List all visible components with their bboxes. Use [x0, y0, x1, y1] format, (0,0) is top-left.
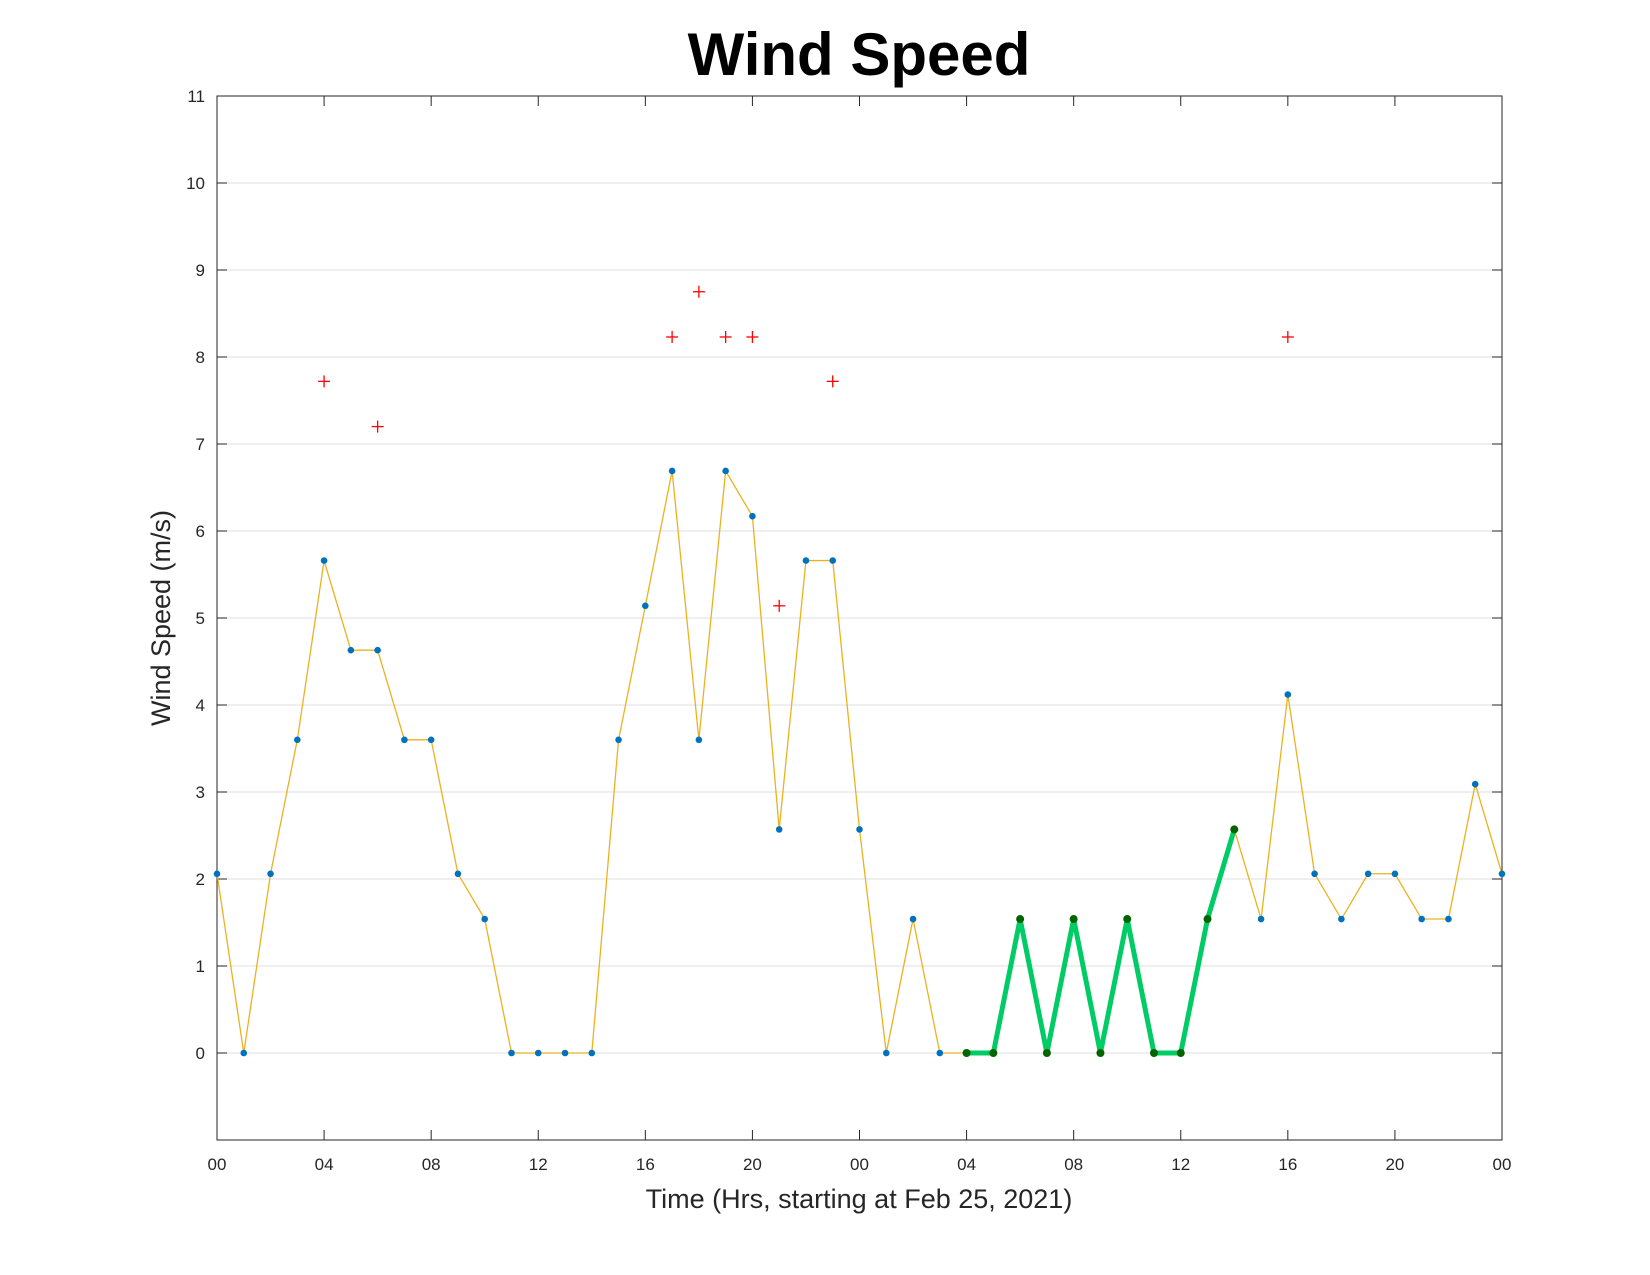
highlight-point [1176, 1049, 1185, 1057]
data-point [1257, 915, 1265, 923]
data-point [668, 467, 676, 475]
y-tick-label: 9 [196, 261, 205, 280]
data-point [1338, 915, 1345, 923]
x-axis-label: Time (Hrs, starting at Feb 25, 2021) [646, 1184, 1073, 1214]
data-point [534, 1049, 542, 1057]
x-tick-label: 04 [957, 1155, 976, 1174]
x-tick-label: 08 [422, 1155, 441, 1174]
y-tick-label: 1 [196, 957, 205, 976]
data-point [1284, 691, 1292, 698]
highlight-point [1069, 915, 1078, 924]
data-point [454, 870, 462, 878]
highlight-point [1096, 1049, 1105, 1057]
highlight-point [989, 1049, 998, 1057]
highlight-point [1016, 915, 1025, 924]
x-tick-label: 12 [1171, 1155, 1190, 1174]
data-point [374, 646, 381, 654]
highlight-point [1203, 915, 1212, 924]
x-tick-label: 20 [743, 1155, 762, 1174]
series-wind-speed [213, 467, 1506, 1057]
x-tick-label: 12 [529, 1155, 548, 1174]
outlier-marker [666, 330, 679, 343]
data-point [320, 557, 328, 564]
outlier-marker [826, 375, 839, 388]
data-point [1471, 780, 1479, 788]
data-point [829, 557, 837, 564]
outlier-marker [318, 375, 331, 388]
outlier-marker [719, 330, 732, 343]
y-tick-label: 8 [196, 348, 205, 367]
x-tick-label: 04 [315, 1155, 334, 1174]
outlier-marker [692, 285, 705, 298]
data-point [1364, 870, 1372, 878]
y-tick-label: 10 [186, 174, 205, 193]
y-tick-label: 6 [196, 522, 205, 541]
x-tick-label: 00 [1493, 1155, 1512, 1174]
data-point [936, 1049, 944, 1057]
y-tick-label: 7 [196, 435, 205, 454]
x-tick-label: 20 [1385, 1155, 1404, 1174]
y-tick-label: 11 [187, 87, 205, 106]
data-point [1498, 870, 1506, 878]
series-outlier-markers [318, 285, 1294, 612]
chart-title: Wind Speed [688, 21, 1031, 88]
outlier-marker [371, 420, 384, 433]
data-point [775, 826, 783, 833]
data-point [722, 467, 729, 475]
y-axis-label: Wind Speed (m/s) [146, 510, 176, 726]
x-tick-label: 16 [636, 1155, 655, 1174]
highlight-point [1230, 825, 1239, 834]
data-point [615, 736, 622, 744]
data-point [802, 557, 810, 564]
highlight-point [1042, 1049, 1051, 1057]
data-point [1311, 870, 1318, 878]
y-tick-label: 2 [196, 870, 205, 889]
data-point [882, 1049, 890, 1057]
x-tick-label: 00 [208, 1155, 227, 1174]
data-point [749, 512, 756, 520]
data-point [909, 915, 917, 923]
data-point [1418, 915, 1425, 923]
y-tick-labels: 0 1 2 3 4 5 6 7 8 9 10 11 [186, 87, 205, 1063]
highlight-point [1123, 915, 1132, 924]
x-tick-label: 00 [850, 1155, 869, 1174]
y-tick-label: 3 [196, 783, 205, 802]
y-tick-label: 4 [196, 696, 205, 715]
data-point [695, 736, 703, 744]
data-point [240, 1049, 248, 1057]
data-point [508, 1049, 515, 1057]
data-point [267, 870, 274, 878]
series-highlight-segment [962, 825, 1239, 1057]
x-tick-label: 08 [1064, 1155, 1083, 1174]
outlier-marker [1281, 330, 1294, 343]
highlight-line [966, 828, 1237, 1056]
data-point [427, 736, 435, 744]
data-point [1445, 915, 1452, 923]
data-point [588, 1049, 596, 1057]
data-point [481, 915, 489, 923]
highlight-point [962, 1049, 971, 1057]
data-point [1391, 870, 1399, 878]
outlier-marker [773, 599, 786, 612]
data-point [642, 602, 649, 610]
x-tick-label: 16 [1278, 1155, 1297, 1174]
outlier-marker [746, 330, 759, 343]
data-point [213, 870, 221, 878]
y-tick-label: 5 [196, 609, 205, 628]
data-point [294, 736, 301, 744]
axis-ticks [216, 95, 1503, 1140]
y-tick-label: 0 [196, 1044, 205, 1063]
data-point [401, 736, 408, 744]
x-tick-labels: 00 04 08 12 16 20 00 04 08 12 16 20 00 [208, 1155, 1512, 1174]
data-point [347, 646, 355, 654]
grid-lines [217, 95, 1502, 1054]
data-point [561, 1049, 569, 1057]
data-point [856, 826, 863, 833]
highlight-point [1149, 1049, 1158, 1057]
